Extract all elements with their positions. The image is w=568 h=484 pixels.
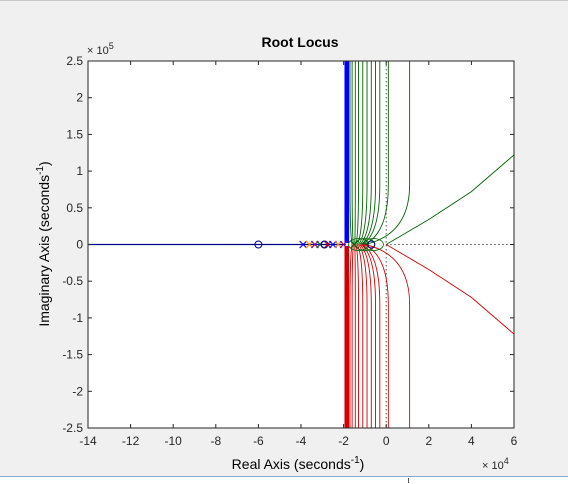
locus-group bbox=[88, 61, 514, 428]
red-branch-5 bbox=[358, 244, 368, 428]
y-tick-label: -1 bbox=[72, 311, 83, 325]
red-branch-6 bbox=[359, 244, 372, 428]
y-tick-label: 0.5 bbox=[66, 201, 83, 215]
green-branch-4 bbox=[356, 61, 364, 245]
x-tick-label: -14 bbox=[79, 434, 97, 448]
green-branch-5 bbox=[358, 61, 368, 245]
y-tick-label: -1.5 bbox=[62, 348, 83, 362]
x-tick-label: 0 bbox=[383, 434, 390, 448]
green-branch-6 bbox=[359, 61, 372, 245]
pole-marker-7-b bbox=[339, 240, 348, 249]
x-tick-label: -12 bbox=[122, 434, 140, 448]
y-tick-label: 0 bbox=[76, 238, 83, 252]
zero-marker-1 bbox=[320, 240, 329, 249]
x-axis-label: Real Axis (seconds-1) bbox=[232, 455, 365, 472]
x-tick-label: -10 bbox=[165, 434, 183, 448]
status-bar bbox=[0, 476, 568, 484]
data-layer bbox=[88, 61, 514, 428]
cluster-loop-2 bbox=[363, 238, 384, 251]
red-branch-4 bbox=[356, 244, 364, 428]
green-branch-10 bbox=[364, 61, 411, 245]
x-tick-label: -2 bbox=[338, 434, 349, 448]
y-axis-multiplier: × 105 bbox=[87, 41, 114, 57]
y-tick-label: -0.5 bbox=[62, 274, 83, 288]
chart-title: Root Locus bbox=[262, 34, 339, 50]
y-tick-label: 2.5 bbox=[66, 54, 83, 68]
tick-layer: -14 -12 -10 -8 -6 -4 -2 0 2 4 6 2.5 2 1.5 1 0.5 0 -0.5 -1 -… bbox=[62, 54, 517, 448]
x-multiplier-exp: 4 bbox=[504, 456, 509, 466]
pole-marker-0-b bbox=[299, 240, 308, 249]
zero-marker-0 bbox=[254, 240, 263, 249]
red-branch-8 bbox=[362, 244, 381, 428]
y-multiplier-exp: 5 bbox=[109, 41, 114, 51]
red-branch-2 bbox=[354, 244, 356, 428]
x-tick-label: -8 bbox=[210, 434, 221, 448]
zero-marker-2 bbox=[367, 240, 376, 249]
pole-marker-8-b bbox=[350, 240, 359, 249]
cluster-loop-0 bbox=[348, 238, 369, 251]
x-tick-label: 4 bbox=[468, 434, 475, 448]
x-tick-label: -4 bbox=[296, 434, 307, 448]
x-tick-label: 2 bbox=[425, 434, 432, 448]
red-branch-10 bbox=[364, 244, 411, 428]
pole-marker-3-b bbox=[316, 240, 325, 249]
green-asymptote bbox=[385, 154, 514, 245]
status-bar-divider bbox=[408, 478, 409, 483]
y-tick-label: -2 bbox=[72, 384, 83, 398]
y-label-close: ) bbox=[36, 161, 52, 166]
y-multiplier-base: × 10 bbox=[87, 45, 109, 57]
x-tick-label: -6 bbox=[253, 434, 264, 448]
y-label-main: Imaginary Axis (seconds bbox=[36, 175, 52, 327]
red-branch-1 bbox=[351, 244, 354, 428]
green-branch-1 bbox=[351, 61, 354, 245]
red-asymptote bbox=[385, 244, 514, 335]
x-multiplier-base: × 10 bbox=[482, 460, 504, 472]
green-branch-2 bbox=[354, 61, 356, 245]
x-label-close: ) bbox=[360, 456, 365, 472]
x-axis-multiplier: × 104 bbox=[482, 456, 509, 472]
x-label-main: Real Axis (seconds bbox=[232, 456, 351, 472]
y-axis-label: Imaginary Axis (seconds-1) bbox=[35, 161, 52, 326]
y-tick-label: 1.5 bbox=[66, 127, 83, 141]
y-tick-label: 1 bbox=[76, 164, 83, 178]
y-tick-label: 2 bbox=[76, 91, 83, 105]
y-tick-label: -2.5 bbox=[62, 421, 83, 435]
window-top-border bbox=[0, 0, 568, 1]
x-label-sup: -1 bbox=[351, 455, 360, 466]
x-tick-label: 6 bbox=[511, 434, 518, 448]
y-label-sup: -1 bbox=[35, 166, 46, 175]
green-branch-8 bbox=[362, 61, 381, 245]
